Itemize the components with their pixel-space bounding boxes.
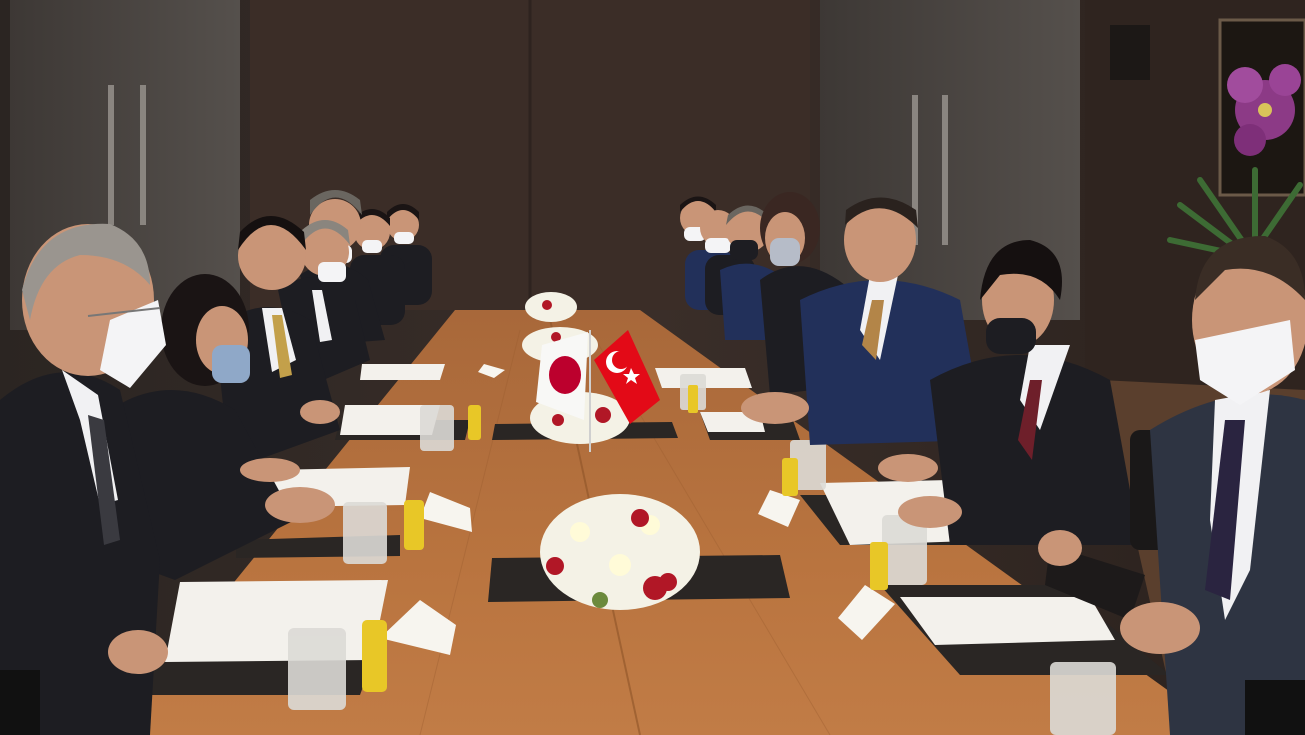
person-left-minister xyxy=(215,216,340,470)
person-right-young xyxy=(878,240,1140,545)
japan-flag-icon xyxy=(536,330,591,452)
turkey-flag-icon xyxy=(594,330,660,424)
person-right-minister xyxy=(741,197,985,445)
person-left-front xyxy=(0,223,168,735)
chair-right-front xyxy=(1245,680,1305,735)
water-glasses xyxy=(288,374,1116,735)
person-right-front xyxy=(1038,235,1305,735)
person-left-woman xyxy=(110,274,335,580)
flower-arrangement-front xyxy=(540,494,700,610)
chair-left xyxy=(0,670,40,735)
speaker xyxy=(1110,25,1150,80)
juice-bottles xyxy=(362,385,888,692)
name-cards xyxy=(380,364,895,655)
person-left-back-3 xyxy=(350,209,405,325)
